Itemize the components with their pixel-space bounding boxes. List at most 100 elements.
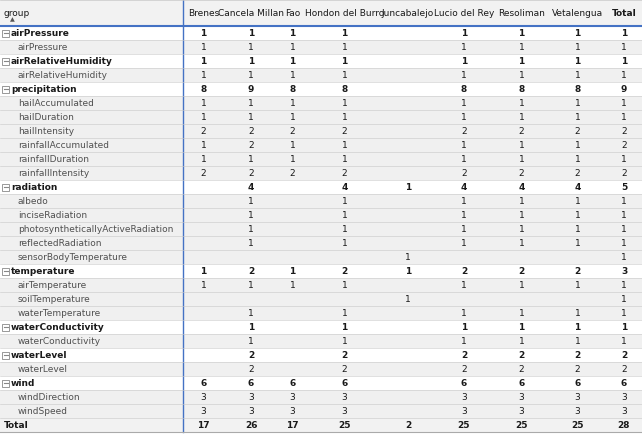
Text: 2: 2 (290, 127, 295, 135)
Text: 4: 4 (461, 183, 467, 191)
Text: 1: 1 (461, 42, 467, 52)
Text: 1: 1 (621, 295, 627, 303)
Text: 1: 1 (290, 266, 295, 276)
Text: 1: 1 (248, 336, 254, 345)
Text: 3: 3 (621, 392, 627, 401)
Text: windSpeed: windSpeed (18, 407, 68, 415)
Bar (2, 57, 9, 64)
Text: 1: 1 (621, 29, 627, 37)
Text: 1: 1 (248, 98, 254, 108)
Text: 1: 1 (621, 239, 627, 247)
Text: 3: 3 (575, 407, 580, 415)
Text: 1: 1 (575, 141, 580, 149)
Text: 3: 3 (200, 407, 206, 415)
Text: 1: 1 (248, 56, 254, 66)
Bar (0, 82, 642, 96)
Text: 1: 1 (575, 197, 580, 206)
Text: 1: 1 (290, 56, 295, 66)
Text: 1: 1 (575, 224, 580, 233)
Text: 1: 1 (290, 98, 295, 108)
Text: 6: 6 (290, 378, 295, 388)
Text: 1: 1 (461, 98, 467, 108)
Text: 1: 1 (342, 71, 347, 79)
Text: 1: 1 (621, 322, 627, 332)
Text: Total: Total (612, 8, 636, 18)
Text: 1: 1 (575, 29, 580, 37)
Text: 1: 1 (575, 98, 580, 108)
Text: albedo: albedo (18, 197, 49, 206)
Text: 1: 1 (342, 322, 347, 332)
Text: 1: 1 (342, 224, 347, 233)
Text: 1: 1 (342, 29, 347, 37)
Text: 28: 28 (618, 421, 630, 430)
Text: 1: 1 (575, 309, 580, 318)
Text: 25: 25 (458, 421, 470, 430)
Text: 1: 1 (519, 336, 525, 345)
Text: 9: 9 (621, 85, 627, 93)
Text: 2: 2 (461, 266, 467, 276)
Text: 3: 3 (519, 392, 525, 401)
Text: 8: 8 (518, 85, 525, 93)
Bar (0, 348, 642, 362)
Text: 1: 1 (621, 224, 627, 233)
Text: 4: 4 (248, 183, 254, 191)
Text: 1: 1 (461, 71, 467, 79)
Text: 1: 1 (461, 154, 467, 164)
Text: 2: 2 (248, 266, 254, 276)
Text: Total: Total (4, 421, 29, 430)
Bar (0, 194, 642, 208)
Text: 1: 1 (290, 154, 295, 164)
Text: 1: 1 (621, 197, 627, 206)
Text: 3: 3 (248, 392, 254, 401)
Text: 1: 1 (461, 322, 467, 332)
Text: 1: 1 (621, 253, 627, 262)
Text: 1: 1 (342, 239, 347, 247)
Text: 2: 2 (621, 127, 627, 135)
Text: 1: 1 (461, 141, 467, 149)
Bar (0, 418, 642, 432)
Text: 1: 1 (200, 29, 207, 37)
Text: 1: 1 (519, 71, 525, 79)
Bar (0, 264, 642, 278)
Text: 2: 2 (621, 141, 627, 149)
Text: 2: 2 (405, 421, 411, 430)
Text: 2: 2 (575, 365, 580, 374)
Bar (2, 380, 9, 386)
Text: 1: 1 (575, 280, 580, 289)
Text: 1: 1 (519, 239, 525, 247)
Bar (0, 96, 642, 110)
Text: 1: 1 (290, 71, 295, 79)
Text: radiation: radiation (11, 183, 57, 191)
Text: 2: 2 (518, 351, 525, 359)
Text: 2: 2 (575, 266, 580, 276)
Text: 1: 1 (621, 280, 627, 289)
Text: 1: 1 (621, 210, 627, 220)
Text: 2: 2 (248, 168, 254, 177)
Bar (0, 292, 642, 306)
Text: waterLevel: waterLevel (18, 365, 68, 374)
Text: 9: 9 (248, 85, 254, 93)
Text: 1: 1 (248, 112, 254, 122)
Text: 1: 1 (248, 280, 254, 289)
Text: 1: 1 (621, 42, 627, 52)
Text: 2: 2 (342, 168, 347, 177)
Text: 1: 1 (342, 309, 347, 318)
Text: 1: 1 (575, 42, 580, 52)
Text: 2: 2 (621, 168, 627, 177)
Text: 1: 1 (519, 112, 525, 122)
Text: 1: 1 (519, 154, 525, 164)
Text: Juncabalejo: Juncabalejo (382, 8, 434, 18)
Text: 1: 1 (248, 322, 254, 332)
Text: 1: 1 (290, 280, 295, 289)
Text: Cancela Millan: Cancela Millan (218, 8, 284, 18)
Text: 1: 1 (200, 112, 206, 122)
Text: 1: 1 (405, 183, 411, 191)
Text: 1: 1 (200, 141, 206, 149)
Text: 2: 2 (201, 168, 206, 177)
Text: 3: 3 (342, 407, 347, 415)
Text: 1: 1 (621, 98, 627, 108)
Text: 8: 8 (575, 85, 580, 93)
Text: 1: 1 (342, 197, 347, 206)
Bar (0, 152, 642, 166)
Bar (0, 222, 642, 236)
